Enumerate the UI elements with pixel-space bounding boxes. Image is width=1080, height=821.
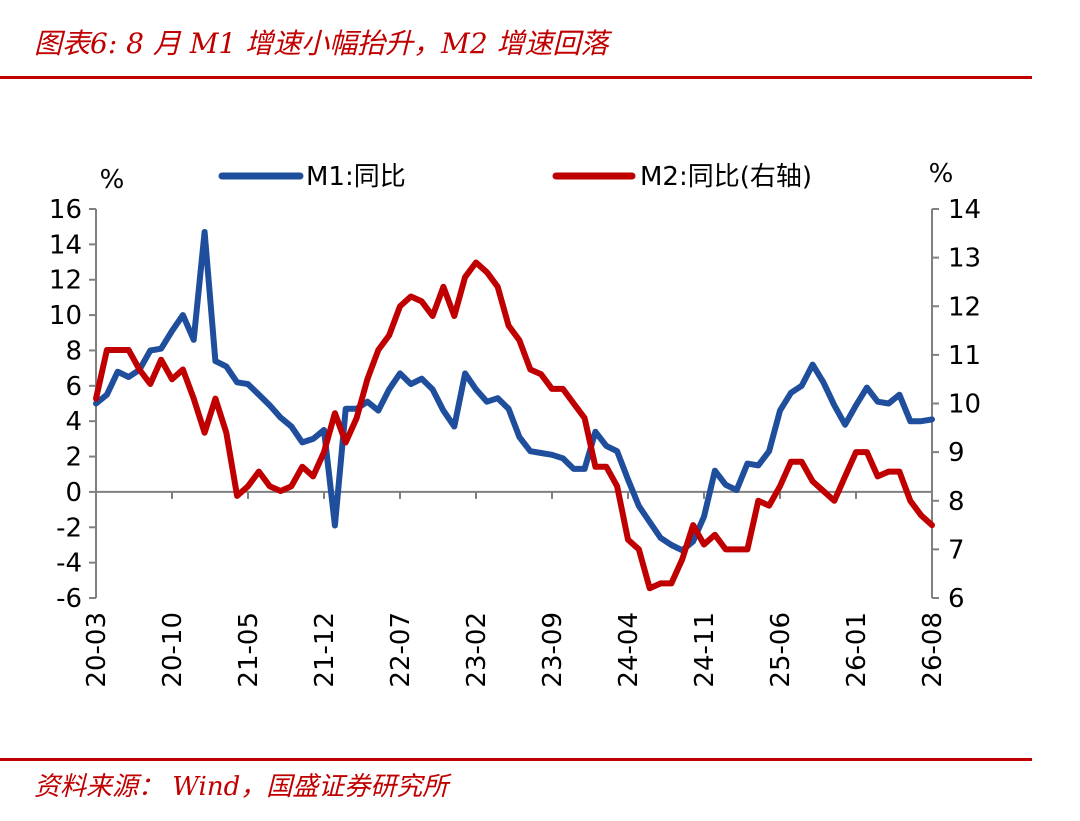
left-tick-label: 8 [65,336,82,366]
right-tick-label: 7 [948,535,965,565]
left-unit-label: % [100,165,125,195]
left-tick-label: 0 [65,478,82,508]
left-tick-label: 2 [65,443,82,473]
x-tick-label: 21-12 [310,612,340,688]
x-tick-label: 26-08 [918,612,948,688]
left-tick-label: 4 [65,407,82,437]
left-tick-label: 6 [65,372,82,402]
right-unit-label: % [929,159,954,189]
source-divider [0,758,1032,761]
legend-label-m1: M1:同比 [306,162,406,192]
chart-legend: M1:同比 M2:同比(右轴) [218,162,812,192]
chart-title: 图表6: 8 月 M1 增速小幅抬升，M2 增速回落 [34,27,609,60]
left-tick-label: 10 [49,301,82,331]
left-tick-label: 14 [49,230,82,260]
series-line-m1 [93,229,935,554]
chart-series [93,229,935,592]
x-tick-label: 20-03 [82,612,112,688]
x-tick-label: 21-05 [234,612,264,688]
x-tick-label: 26-01 [842,612,872,688]
title-divider [0,76,1032,79]
x-tick-label: 24-04 [614,612,644,688]
x-tick-label: 23-09 [538,612,568,688]
x-tick-label: 20-10 [158,612,188,688]
right-tick-label: 11 [948,341,981,371]
right-tick-label: 6 [948,584,965,614]
chart-axes: -6 -4 -2 0 2 4 6 8 10 12 14 16 6 7 8 9 10 11 12 13 14 20-03 20… [49,159,981,688]
right-tick-label: 10 [948,390,981,420]
legend-label-m2: M2:同比(右轴) [640,162,812,192]
x-tick-label: 24-11 [690,612,720,688]
right-tick-label: 14 [948,195,981,225]
left-tick-label: -6 [56,584,82,614]
series-line-m2 [93,259,935,592]
left-tick-label: 16 [49,195,82,225]
x-tick-label: 23-02 [462,612,492,688]
left-tick-label: -2 [56,513,82,543]
left-tick-label: 12 [49,266,82,296]
source-note: 资料来源： Wind，国盛证券研究所 [34,772,449,802]
right-tick-label: 12 [948,292,981,322]
right-tick-label: 8 [948,487,965,517]
x-tick-label: 22-07 [386,612,416,688]
right-tick-label: 9 [948,438,965,468]
x-tick-label: 25-06 [766,612,796,688]
right-tick-label: 13 [948,244,981,274]
left-tick-label: -4 [56,549,82,579]
